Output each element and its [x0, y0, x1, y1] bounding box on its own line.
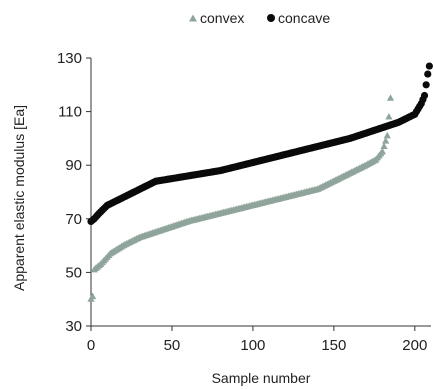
legend-concave-marker	[267, 14, 275, 22]
y-tick-label: 70	[65, 211, 82, 228]
series-convex	[87, 94, 395, 302]
concave-point	[425, 62, 433, 70]
y-tick-label: 30	[65, 318, 82, 335]
x-tick-label: 50	[164, 337, 181, 354]
legend-concave-label: concave	[278, 10, 330, 26]
y-tick-label: 130	[57, 50, 82, 67]
concave-point	[422, 81, 430, 89]
x-tick-label: 150	[321, 337, 346, 354]
convex-point	[382, 137, 390, 144]
legend-convex-label: convex	[200, 10, 244, 26]
legend: convex concave	[189, 10, 330, 26]
concave-point	[424, 70, 432, 78]
convex-point	[386, 94, 395, 101]
convex-point	[378, 147, 387, 155]
convex-point	[89, 292, 97, 300]
convex-point	[383, 131, 391, 139]
y-tick-label: 50	[65, 264, 82, 281]
axes	[90, 58, 431, 327]
legend-convex-marker	[189, 14, 197, 22]
convex-point	[385, 112, 393, 120]
x-tick-label: 100	[240, 337, 265, 354]
y-tick-label: 110	[58, 104, 82, 121]
convex-point	[380, 142, 388, 150]
concave-point	[420, 91, 429, 100]
x-tick-label: 200	[402, 337, 427, 354]
series-concave	[87, 62, 433, 226]
y-tick-label: 90	[65, 157, 82, 174]
x-axis-title: Sample number	[212, 370, 311, 386]
y-axis-title: Apparent elastic modulus [Ea]	[11, 105, 27, 291]
x-tick-label: 0	[87, 337, 95, 354]
ticks: 30 50 70 90 110 130 0 50 100 150 200	[57, 50, 427, 354]
